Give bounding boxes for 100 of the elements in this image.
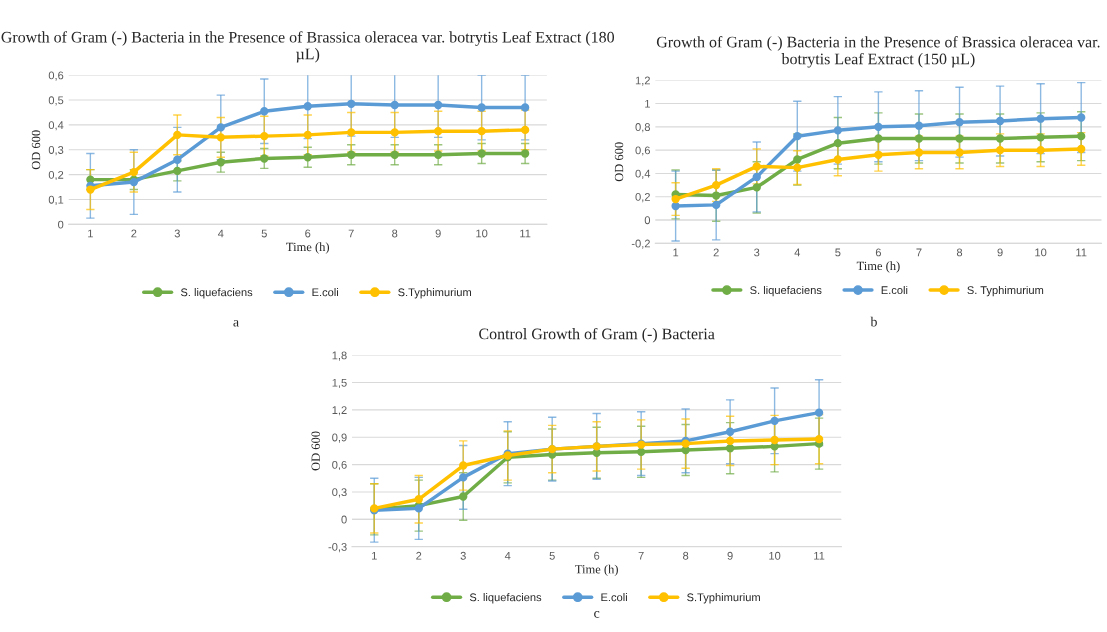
text: b	[870, 316, 877, 327]
y-tick-label: 0,6	[635, 146, 650, 156]
text: c	[594, 611, 600, 618]
legend-label: S. Typhimurium	[967, 285, 1044, 297]
point	[955, 148, 964, 157]
point	[459, 492, 468, 501]
point	[1036, 114, 1045, 123]
point	[303, 102, 312, 111]
point	[995, 134, 1005, 143]
point	[434, 100, 443, 110]
point	[833, 126, 843, 135]
point	[129, 167, 139, 177]
point	[173, 155, 182, 164]
x-tick-label: 2	[713, 248, 719, 257]
point	[173, 166, 182, 176]
y-tick-label: 0,4	[635, 169, 651, 179]
point	[833, 138, 843, 148]
point	[347, 150, 356, 159]
x-tick-label: 5	[549, 551, 555, 560]
legend-label: E.coli	[881, 285, 908, 295]
x-tick-label: 5	[261, 229, 267, 238]
y-tick-label: 0,5	[48, 96, 64, 106]
x-tick-label: 3	[754, 248, 760, 257]
y-tick-label: 1,2	[332, 406, 347, 416]
legend-label: S. liquefaciens	[750, 285, 822, 297]
x-tick-label: 3	[460, 551, 466, 560]
point	[173, 130, 182, 140]
x-tick-label: 2	[416, 551, 422, 560]
point	[260, 154, 269, 163]
y-tick-label: 0	[644, 216, 651, 225]
point	[520, 103, 530, 112]
y-axis-title: OD 600	[614, 142, 624, 182]
y-axis-title: OD 600	[311, 431, 320, 471]
x-tick-label: 11	[1076, 248, 1087, 257]
legend-label: E.coli	[601, 593, 627, 602]
legend-label: S. liquefaciens	[469, 593, 542, 604]
y-tick-label: 1,8	[332, 351, 347, 361]
x-tick-label: 1	[673, 248, 679, 257]
point	[477, 103, 486, 112]
x-tick-label: 8	[956, 248, 963, 257]
x-tick-label: 7	[638, 551, 644, 560]
point	[414, 495, 423, 504]
x-tick-label: 9	[997, 248, 1003, 257]
legend-label: S. liquefaciens	[180, 288, 253, 299]
point	[725, 427, 735, 436]
y-tick-label: 0,8	[635, 123, 650, 133]
point	[477, 149, 486, 158]
point	[752, 162, 761, 171]
x-tick-label: 6	[305, 229, 311, 238]
point	[303, 130, 312, 140]
point	[752, 172, 761, 182]
point	[712, 200, 721, 210]
point	[814, 408, 824, 417]
chart-title: Control Growth of Gram (-) Bacteria	[479, 327, 715, 343]
x-tick-label: 11	[520, 229, 531, 238]
point	[770, 435, 779, 445]
x-axis-title: Time (h)	[575, 564, 618, 577]
point	[770, 416, 779, 426]
point	[914, 148, 924, 157]
x-tick-label: 6	[875, 248, 882, 257]
x-tick-label: 9	[435, 229, 441, 238]
y-tick-label: 1	[645, 99, 650, 108]
point	[1077, 144, 1086, 154]
chart-title: Growth of Gram (-) Bacteria in the Presence of Brassica oleracea var. botrytis Leaf Extract (150 µL)	[656, 36, 1100, 68]
point	[260, 131, 269, 141]
y-tick-label: 0,2	[48, 170, 64, 181]
point	[1036, 133, 1045, 142]
point	[459, 461, 468, 470]
point	[216, 158, 225, 167]
y-tick-label: 0,3	[332, 488, 347, 498]
x-tick-label: 8	[683, 551, 689, 560]
point	[793, 163, 802, 172]
point	[390, 128, 399, 137]
point	[390, 150, 399, 159]
x-tick-label: 7	[348, 229, 354, 238]
y-tick-label: 1,2	[635, 76, 650, 86]
point	[477, 126, 486, 136]
x-tick-label: 6	[594, 551, 600, 560]
y-tick-label: -0,3	[328, 542, 347, 553]
point	[995, 116, 1005, 126]
x-axis-title: Time (h)	[286, 242, 330, 254]
point	[793, 132, 802, 141]
y-tick-label: 1,5	[332, 378, 347, 388]
x-tick-label: 5	[835, 248, 841, 257]
point	[725, 436, 735, 446]
x-tick-label: 10	[1035, 248, 1047, 257]
point	[914, 134, 924, 143]
point	[260, 107, 269, 116]
point	[712, 180, 721, 190]
y-tick-label: 0	[58, 220, 64, 229]
point	[216, 133, 225, 142]
x-tick-label: 4	[794, 248, 801, 257]
x-tick-label: 4	[217, 229, 224, 238]
x-tick-label: 11	[814, 551, 825, 560]
x-tick-label: 4	[504, 551, 511, 560]
point	[520, 125, 530, 135]
x-tick-label: 9	[727, 551, 733, 560]
point	[874, 150, 883, 159]
point	[303, 153, 312, 162]
chart-title: Growth of Gram (-) Bacteria in the Presence of Brassica oleracea var. botrytis Leaf Extract (180 µL)	[1, 31, 615, 63]
